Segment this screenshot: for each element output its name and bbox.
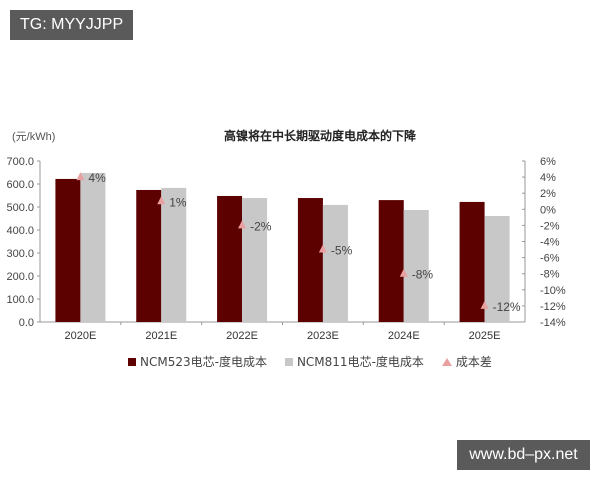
triangle-marker-icon [441, 357, 452, 366]
legend-label-ncm523: NCM523电芯-度电成本 [140, 355, 267, 369]
cost-diff-marker [238, 220, 247, 229]
y2-tick-label: -8% [540, 269, 560, 281]
legend-item-ncm523: NCM523电芯-度电成本 [128, 353, 267, 370]
watermark-top-left: TG: MYYJJPP [10, 10, 134, 40]
x-tick-label: 2020E [65, 330, 97, 342]
bar-ncm811 [484, 215, 510, 322]
cost-diff-label: -8% [412, 268, 434, 282]
cost-diff-label: 1% [169, 195, 187, 209]
y-axis-unit-label: (元/kWh) [12, 131, 56, 143]
legend-swatch-ncm811 [284, 357, 293, 366]
y-tick-label: 100.0 [6, 294, 34, 306]
bar-ncm811 [403, 209, 429, 322]
y-tick-label: 600.0 [6, 179, 34, 191]
y-tick-label: 400.0 [6, 225, 34, 237]
bar-ncm523 [297, 198, 323, 322]
cost-diff-marker [318, 244, 327, 253]
bar-ncm523 [136, 189, 162, 322]
bar-ncm523 [217, 195, 243, 322]
cost-diff-marker [157, 196, 166, 205]
y-tick-label: 700.0 [6, 156, 34, 168]
legend-label-ncm811: NCM811电芯-度电成本 [296, 355, 424, 369]
y2-tick-label: 4% [540, 172, 556, 184]
cost-diff-marker [76, 172, 85, 181]
cost-diff-label: -5% [331, 244, 353, 258]
cost-diff-label: 4% [88, 171, 106, 185]
y-tick-label: 0.0 [19, 317, 34, 329]
bar-ncm811 [161, 187, 187, 322]
bar-ncm523 [55, 178, 81, 322]
y2-tick-label: -4% [540, 237, 560, 249]
legend-label-cost-diff: 成本差 [455, 355, 492, 369]
y2-tick-label: 0% [540, 204, 556, 216]
cost-diff-marker [480, 300, 489, 309]
x-tick-label: 2022E [226, 330, 258, 342]
cost-diff-label: -2% [250, 219, 272, 233]
legend-swatch-ncm523 [128, 357, 136, 366]
chart-legend: NCM523电芯-度电成本 NCM811电芯-度电成本 成本差 [128, 353, 492, 370]
y-tick-label: 200.0 [6, 271, 34, 283]
y2-tick-label: -6% [540, 253, 560, 265]
y2-tick-label: 2% [540, 188, 556, 200]
y2-tick-label: -2% [540, 220, 560, 232]
y2-tick-label: -14% [540, 317, 566, 329]
chart-title: 高镍将在中长期驱动度电成本的下降 [223, 129, 416, 143]
y2-tick-label: -10% [540, 285, 566, 297]
bar-ncm523 [459, 201, 485, 322]
legend-item-ncm811: NCM811电芯-度电成本 [284, 353, 424, 370]
y-tick-label: 300.0 [6, 248, 34, 260]
bar-ncm811 [242, 198, 268, 322]
bar-ncm811 [80, 172, 106, 322]
bar-ncm811 [322, 204, 348, 322]
bar-ncm523 [378, 200, 404, 322]
legend-item-cost-diff: 成本差 [441, 353, 492, 370]
watermark-bottom-right: www.bd–px.net [457, 440, 590, 470]
y2-tick-label: 6% [540, 156, 556, 168]
cost-diff-label: -12% [493, 300, 521, 314]
y-tick-label: 500.0 [6, 202, 34, 214]
cost-diff-marker [399, 268, 408, 277]
x-tick-label: 2024E [388, 330, 420, 342]
x-tick-label: 2023E [307, 330, 339, 342]
x-tick-label: 2025E [469, 330, 501, 342]
y2-tick-label: -12% [540, 301, 566, 313]
x-tick-label: 2021E [145, 330, 177, 342]
